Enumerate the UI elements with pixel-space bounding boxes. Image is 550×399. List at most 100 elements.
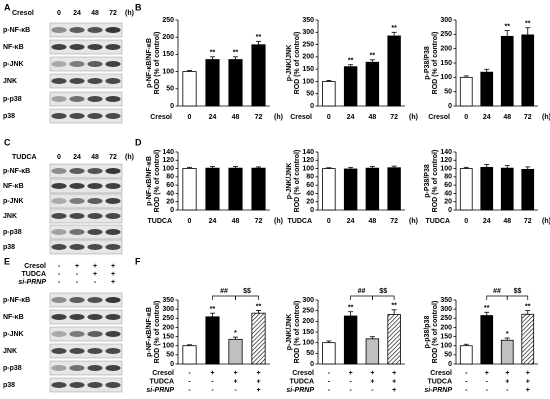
- y-tick-label: 350: [302, 17, 314, 24]
- condition-sign: +: [392, 370, 396, 377]
- blot-band: [51, 113, 67, 119]
- blot-condition-label: TUDCA: [22, 271, 47, 278]
- blot-band: [105, 297, 121, 303]
- bar: [251, 167, 266, 211]
- condition-sign: +: [392, 387, 396, 394]
- y-axis-label: ROD (% of control): [432, 150, 439, 213]
- y-tick-label: 250: [302, 41, 314, 48]
- y-tick-label: 150: [440, 60, 452, 67]
- x-unit: (h): [274, 114, 283, 121]
- blot-band: [87, 229, 103, 235]
- bracket: [212, 295, 236, 300]
- blot-row-label: NF-κB: [3, 44, 24, 51]
- y-tick-label: 40: [306, 190, 314, 197]
- y-tick-label: 20: [444, 199, 452, 206]
- bar: [205, 316, 220, 365]
- blot-condition-sign: +: [111, 263, 115, 270]
- y-axis-label: ROD (% of control): [432, 301, 439, 364]
- y-axis-label: p-P38/P38: [424, 46, 431, 80]
- blot-strip: [49, 239, 123, 255]
- bracket-label: ##: [220, 288, 228, 295]
- y-axis-label: p-p38/p38: [424, 316, 431, 349]
- x-tick-label: 24: [209, 114, 217, 121]
- blot-lane-label: 0: [57, 10, 61, 17]
- blot-band: [105, 78, 121, 84]
- y-tick-label: 100: [302, 165, 314, 172]
- blot-band: [51, 244, 67, 250]
- blot-band: [87, 113, 103, 119]
- blot-treatment: Cresol: [12, 10, 34, 17]
- significance-label: **: [391, 25, 397, 32]
- y-axis-label: ROD (% of control): [154, 32, 161, 95]
- y-tick-label: 300: [440, 306, 452, 313]
- y-axis-label: p-NF-κB/NF-κB: [146, 38, 153, 88]
- condition-sign: +: [505, 370, 509, 377]
- blot-band: [105, 183, 121, 189]
- blot-condition-sign: +: [111, 271, 115, 278]
- condition-label: TUDCA: [290, 378, 315, 385]
- blot-row-label: p38: [3, 244, 15, 251]
- x-tick-label: 72: [524, 218, 532, 225]
- blot-band: [105, 61, 121, 67]
- blot-row-label: p-NF-κB: [3, 297, 30, 304]
- x-tick-label: 0: [327, 218, 331, 225]
- condition-sign: +: [526, 370, 530, 377]
- x-tick-label: 0: [464, 114, 468, 121]
- bar: [500, 35, 514, 107]
- blot-strip: [49, 163, 123, 179]
- condition-label: si-PRNP: [286, 387, 314, 394]
- blot-band: [105, 27, 121, 33]
- blot-lane-label: 24: [73, 10, 81, 17]
- x-unit: (h): [409, 114, 418, 121]
- y-tick-label: 50: [166, 352, 174, 359]
- bracket-label: ##: [358, 288, 366, 295]
- condition-sign: +: [505, 378, 509, 385]
- condition-sign: +: [392, 378, 396, 385]
- y-tick-label: 80: [306, 174, 314, 181]
- panel-label: B: [135, 2, 142, 12]
- bar: [387, 35, 401, 107]
- x-tick-label: 0: [327, 114, 331, 121]
- blot-band: [87, 365, 103, 371]
- condition-sign: -: [349, 387, 352, 394]
- y-tick-label: 50: [306, 91, 314, 98]
- blot-row-label: p38: [3, 113, 15, 120]
- x-axis-label: TUDCA: [426, 218, 451, 225]
- bar: [322, 168, 336, 211]
- y-tick-label: 300: [302, 297, 314, 304]
- blot-lane-label: 48: [91, 10, 99, 17]
- blot-condition-sign: +: [93, 271, 97, 278]
- bar: [480, 315, 494, 365]
- panel-label: D: [135, 137, 142, 147]
- x-tick-label: 24: [209, 218, 217, 225]
- x-axis-label: TUDCA: [148, 218, 173, 225]
- condition-sign: -: [349, 378, 352, 385]
- blot-band: [87, 78, 103, 84]
- panel-label: A: [4, 2, 11, 12]
- condition-sign: -: [211, 378, 214, 385]
- y-tick-label: 300: [162, 306, 174, 313]
- blot-strip: [49, 73, 123, 89]
- bar: [343, 315, 358, 365]
- blot-band: [69, 168, 85, 174]
- y-axis-label: p-NF-κB/NF-κB: [146, 307, 153, 357]
- blot-strip: [49, 326, 123, 342]
- bar: [459, 168, 473, 211]
- x-tick-label: 48: [232, 114, 240, 121]
- condition-sign: +: [233, 378, 237, 385]
- x-tick-label: 48: [368, 218, 376, 225]
- y-tick-label: 120: [302, 157, 314, 164]
- blot-row-label: p-p38: [3, 96, 22, 103]
- blot-band: [87, 198, 103, 204]
- blot-band: [51, 314, 67, 320]
- blot-strip: [49, 292, 123, 308]
- blot-band: [87, 331, 103, 337]
- bar: [205, 59, 220, 107]
- condition-sign: +: [256, 387, 260, 394]
- blot-condition-sign: -: [76, 279, 79, 286]
- blot-band: [69, 213, 85, 219]
- blot-strip: [49, 343, 123, 359]
- condition-label: si-PRNP: [424, 387, 452, 394]
- y-tick-label: 200: [302, 318, 314, 325]
- y-tick-label: 200: [440, 324, 452, 331]
